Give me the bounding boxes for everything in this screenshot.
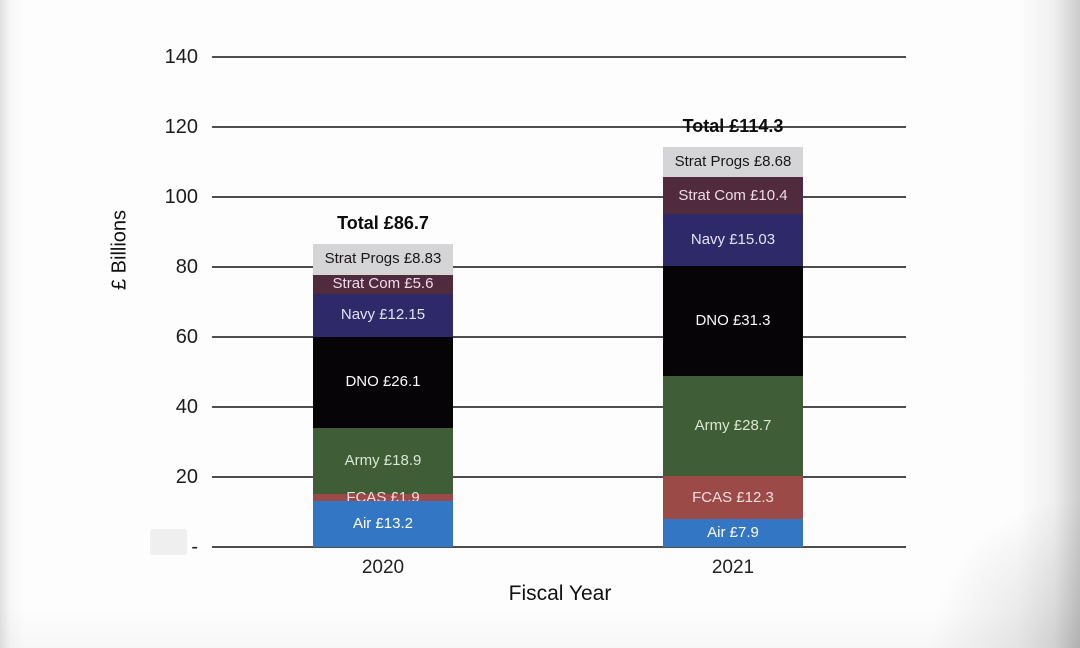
bar-segment-label: DNO £26.1 bbox=[345, 373, 421, 391]
y-tick-label-140: 140 bbox=[164, 46, 198, 68]
y-tick-label-40: 40 bbox=[175, 396, 198, 418]
gridline-40 bbox=[212, 406, 906, 408]
bar-segment-label: Strat Com £10.4 bbox=[678, 186, 788, 204]
bar-segment-navy: Navy £12.15 bbox=[313, 294, 453, 337]
y-tick-label-100: 100 bbox=[164, 186, 198, 208]
gridline-140 bbox=[212, 56, 906, 58]
y-tick-label--: - bbox=[191, 536, 198, 558]
bar-segment-army: Army £18.9 bbox=[313, 428, 453, 495]
bar-segment-strat-progs: Strat Progs £8.68 bbox=[663, 146, 803, 178]
y-tick-label-20: 20 bbox=[175, 466, 198, 488]
y-tick-label-80: 80 bbox=[175, 256, 198, 278]
bar-segment-label: Army £28.7 bbox=[694, 417, 772, 435]
bar-segment-navy: Navy £15.03 bbox=[663, 213, 803, 267]
bar-segment-label: Strat Progs £8.83 bbox=[324, 250, 442, 268]
bar-segment-label: DNO £31.3 bbox=[695, 312, 771, 330]
gridline-80 bbox=[212, 266, 906, 268]
bar-segment-label: Army £18.9 bbox=[344, 452, 422, 470]
bar-segment-label: Strat Com £5.6 bbox=[332, 275, 434, 293]
bar-2020: Air £13.2 FCAS £1.9 Army £18.9 DNO £26.1 Nav… bbox=[313, 243, 453, 547]
y-axis-title: £ Billions bbox=[108, 209, 131, 291]
gridline-20 bbox=[212, 476, 906, 478]
bar-segment-army: Army £28.7 bbox=[663, 375, 803, 477]
gridline-60 bbox=[212, 336, 906, 338]
total-label-2020: Total £86.7 bbox=[337, 212, 429, 233]
x-tick-label-2021: 2021 bbox=[711, 557, 755, 578]
gridline-120 bbox=[212, 126, 906, 128]
bar-segment-strat-com: Strat Com £5.6 bbox=[313, 274, 453, 295]
x-tick-label-2020: 2020 bbox=[361, 557, 405, 578]
bar-segment-label: Navy £15.03 bbox=[690, 231, 776, 249]
bar-2021: Air £7.9 FCAS £12.3 Army £28.7 DNO £31.3 Nav… bbox=[663, 146, 803, 547]
bar-segment-label: Air £7.9 bbox=[707, 524, 759, 542]
bar-segment-fcas: FCAS £1.9 bbox=[313, 489, 453, 505]
y-tick-label-60: 60 bbox=[175, 326, 198, 348]
x-axis-title: Fiscal Year bbox=[508, 582, 612, 605]
bar-segment-label: Navy £12.15 bbox=[340, 306, 426, 324]
watermark-smudge-artifact bbox=[150, 529, 187, 555]
bar-segment-strat-progs: Strat Progs £8.83 bbox=[313, 243, 453, 275]
bar-segment-dno: DNO £31.3 bbox=[663, 266, 803, 376]
bar-segment-air: Air £7.9 bbox=[663, 519, 803, 547]
bar-segment-dno: DNO £26.1 bbox=[313, 336, 453, 429]
bar-segment-label: Air £13.2 bbox=[352, 514, 414, 532]
y-tick-label-120: 120 bbox=[164, 116, 198, 138]
total-label-2021: Total £114.3 bbox=[682, 115, 784, 136]
gridline-- bbox=[212, 546, 906, 548]
bar-segment-label: Strat Progs £8.68 bbox=[674, 153, 792, 171]
bar-segment-air: Air £13.2 bbox=[313, 500, 453, 547]
bar-segment-fcas: FCAS £12.3 bbox=[663, 476, 803, 520]
bar-segment-label: FCAS £12.3 bbox=[692, 488, 774, 506]
bar-segment-strat-com: Strat Com £10.4 bbox=[663, 177, 803, 214]
gridline-100 bbox=[212, 196, 906, 198]
